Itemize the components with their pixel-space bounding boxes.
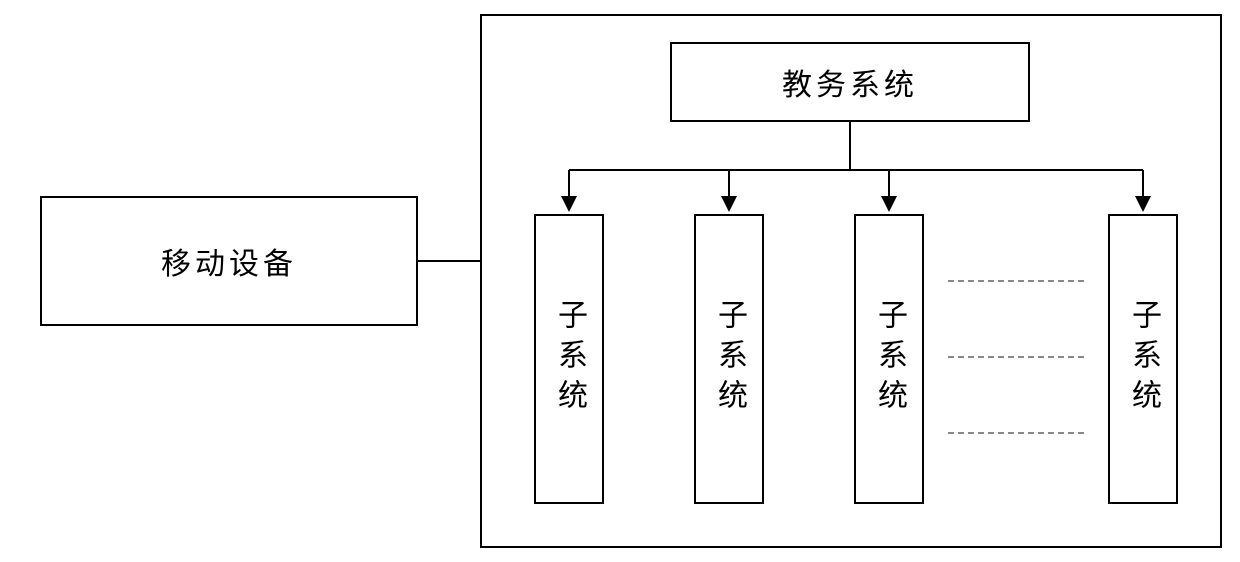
node-mobile-device-label: 移动设备: [161, 239, 297, 283]
node-main-system-label: 教务系统: [782, 60, 918, 104]
node-main-system: 教务系统: [670, 42, 1030, 122]
ellipsis-dash: [948, 432, 1084, 434]
node-sub3: 子系统: [854, 214, 924, 504]
node-sub1-label: 子系统: [547, 299, 591, 419]
ellipsis-dash: [948, 280, 1084, 282]
node-sub3-label: 子系统: [867, 299, 911, 419]
node-mobile-device: 移动设备: [40, 196, 418, 326]
diagram-canvas: 移动设备 教务系统 子系统 子系统 子系统 子系统: [0, 0, 1240, 562]
node-sub2-label: 子系统: [707, 299, 751, 419]
node-sub4-label: 子系统: [1121, 299, 1165, 419]
node-sub1: 子系统: [534, 214, 604, 504]
node-sub4: 子系统: [1108, 214, 1178, 504]
ellipsis-dash: [948, 356, 1084, 358]
node-sub2: 子系统: [694, 214, 764, 504]
